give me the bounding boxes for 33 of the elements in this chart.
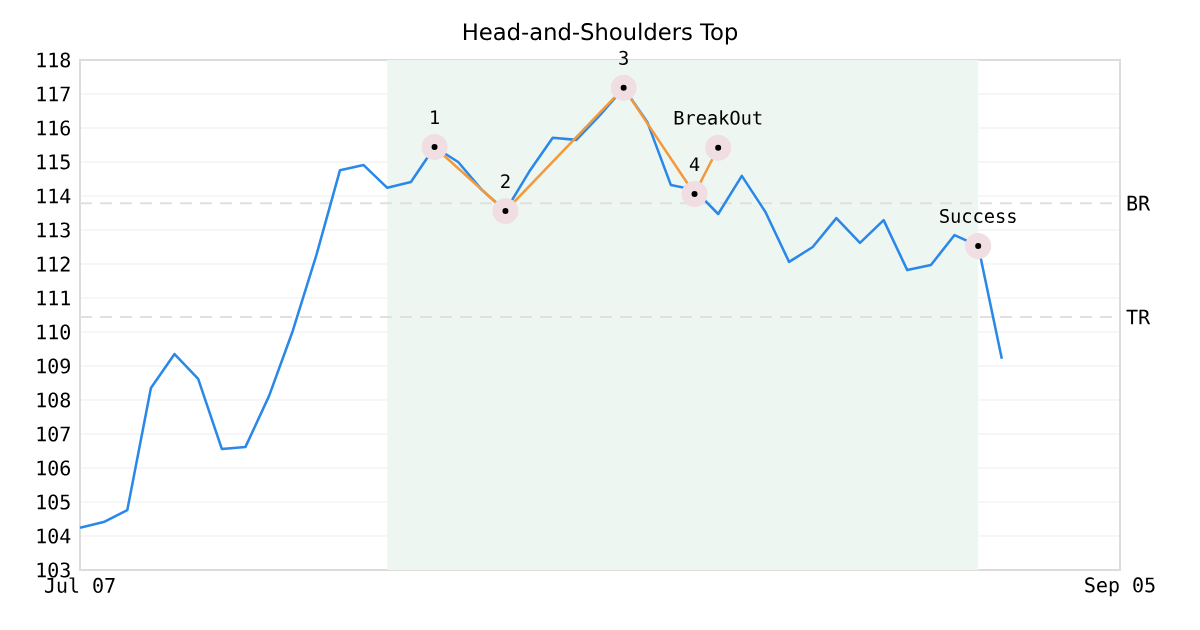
x-tick-label: Sep 05 xyxy=(1085,577,1155,597)
y-tick-label: 111 xyxy=(37,290,70,306)
point xyxy=(965,232,992,259)
point xyxy=(492,197,519,224)
annotation: BreakOut xyxy=(674,110,762,125)
y-tick-label: 114 xyxy=(37,188,71,204)
ref-line-label: TR xyxy=(1126,309,1151,325)
y-tick-label: 117 xyxy=(37,86,70,102)
point xyxy=(610,74,637,101)
annotation: 2 xyxy=(501,174,510,189)
y-tick-label: 115 xyxy=(37,154,70,170)
point xyxy=(681,180,708,207)
y-tick-label: 110 xyxy=(37,324,70,340)
annotation: 1 xyxy=(431,110,439,125)
y-tick-label: 118 xyxy=(37,52,70,68)
y-tick-label: 108 xyxy=(37,392,70,408)
y-tick-label: 113 xyxy=(37,222,70,238)
annotation: Success xyxy=(940,208,1016,224)
y-tick-label: 103 xyxy=(37,562,70,578)
annotation: 3 xyxy=(619,50,628,65)
point xyxy=(421,134,448,161)
x-tick-label: Jul 07 xyxy=(44,577,115,593)
y-tick-label: 104 xyxy=(37,528,71,544)
y-tick-label: 106 xyxy=(37,460,70,476)
y-tick-label: 109 xyxy=(37,358,70,374)
y-tick-label: 112 xyxy=(37,256,70,272)
chart-title: Head-and-Shoulders Top xyxy=(463,22,738,45)
ref-line-label: BR xyxy=(1127,195,1151,211)
y-tick-label: 105 xyxy=(37,494,70,510)
y-tick-label: 116 xyxy=(37,120,70,136)
annotation: 4 xyxy=(689,157,700,172)
y-tick-label: 107 xyxy=(37,426,70,442)
point xyxy=(705,134,732,161)
